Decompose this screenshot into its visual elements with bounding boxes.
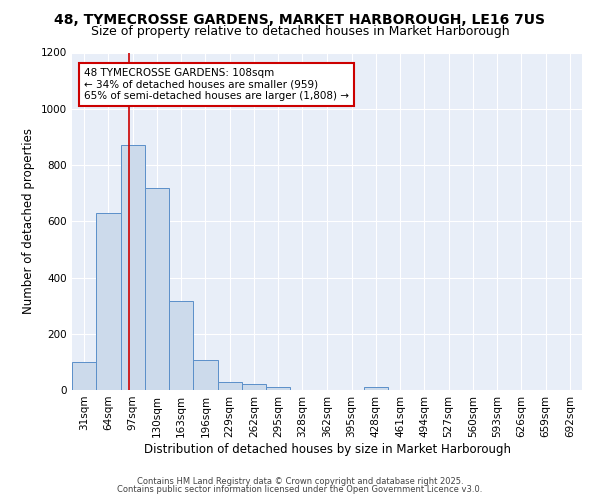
Bar [242,384,266,390]
Y-axis label: Number of detached properties: Number of detached properties [22,128,35,314]
Bar [145,188,169,390]
Bar [193,360,218,390]
Bar [72,362,96,390]
Bar [266,387,290,390]
Bar [96,213,121,390]
Text: Size of property relative to detached houses in Market Harborough: Size of property relative to detached ho… [91,25,509,38]
Bar [121,146,145,390]
Text: Contains HM Land Registry data © Crown copyright and database right 2025.: Contains HM Land Registry data © Crown c… [137,477,463,486]
Text: 48 TYMECROSSE GARDENS: 108sqm
← 34% of detached houses are smaller (959)
65% of : 48 TYMECROSSE GARDENS: 108sqm ← 34% of d… [84,68,349,101]
Bar [218,382,242,390]
X-axis label: Distribution of detached houses by size in Market Harborough: Distribution of detached houses by size … [143,442,511,456]
Text: Contains public sector information licensed under the Open Government Licence v3: Contains public sector information licen… [118,485,482,494]
Bar [364,387,388,390]
Text: 48, TYMECROSSE GARDENS, MARKET HARBOROUGH, LE16 7US: 48, TYMECROSSE GARDENS, MARKET HARBOROUG… [55,12,545,26]
Bar [169,302,193,390]
